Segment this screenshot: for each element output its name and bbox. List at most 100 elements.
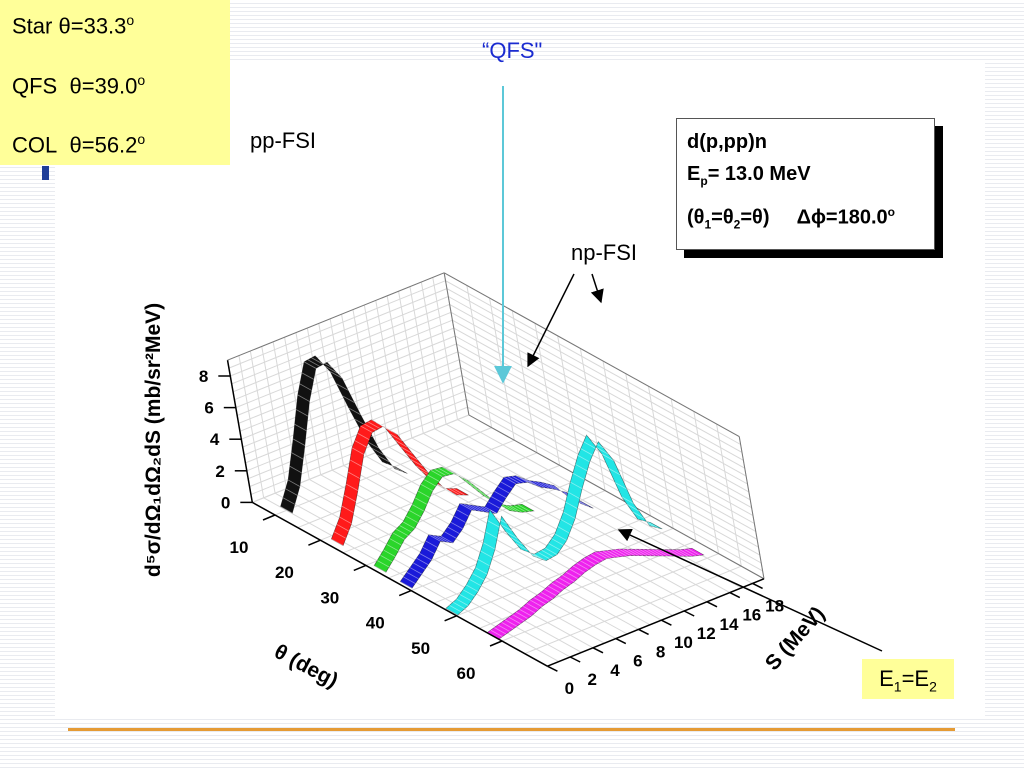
ribbon-segment <box>459 503 472 511</box>
s-tick-label: 18 <box>765 596 784 615</box>
ribbon-segment <box>675 549 688 557</box>
ribbon-segment <box>655 549 668 557</box>
ribbon-segment <box>347 471 361 479</box>
ribbon-segment <box>392 532 405 540</box>
ribbon-segment <box>442 466 455 475</box>
ribbon-segment <box>456 598 469 606</box>
ribbon-segment <box>341 505 354 514</box>
ribbon-segment <box>504 619 518 627</box>
grid-line <box>320 474 617 640</box>
s-axis-line <box>547 578 765 667</box>
ribbon-segment <box>683 548 696 557</box>
ribbon-segment <box>569 568 582 576</box>
ribbon-segment <box>469 484 482 492</box>
ribbon-segment <box>452 601 465 610</box>
grid-line <box>534 323 561 466</box>
ribbon-segment <box>517 504 530 512</box>
ribbon-segment <box>591 441 604 449</box>
ribbon-segment <box>477 559 491 567</box>
ribbon-segment <box>336 383 349 391</box>
ribbon-segment <box>475 567 488 575</box>
s-tick-mark <box>592 647 604 654</box>
grid-line <box>261 346 287 489</box>
ribbon-segment <box>494 490 507 499</box>
ribbon-segment <box>367 421 380 429</box>
grid-line <box>452 319 748 485</box>
ribbon-segment <box>406 571 419 580</box>
ribbon-segment <box>622 548 635 556</box>
ribbon-segment <box>428 534 441 542</box>
ribbon-segment <box>575 463 588 472</box>
ribbon-segment <box>601 453 615 462</box>
grid-line <box>411 437 708 603</box>
e1-e2-arrow <box>617 528 883 652</box>
ribbon-segment <box>549 484 563 492</box>
grid-line <box>511 310 538 453</box>
ribbon-segment <box>280 506 293 514</box>
ribbon-segment <box>587 555 600 563</box>
ribbon-segment <box>554 580 568 588</box>
ribbon-segment <box>591 553 604 561</box>
grid-line <box>235 319 453 409</box>
grid-line <box>450 311 747 477</box>
ribbon-segment <box>487 501 500 509</box>
ribbon-segment <box>373 565 387 573</box>
ribbon-segment <box>632 511 645 519</box>
ribbon-segment <box>659 549 672 557</box>
ribbon-segment <box>551 582 564 590</box>
grid-frame-edge <box>443 272 740 438</box>
ribbon-segment <box>572 565 585 573</box>
ribbon-segment <box>400 446 413 454</box>
reaction-info-box: d(p,pp)n Ep= 13.0 MeV (θ1=θ2=θ) Δϕ=180.0… <box>676 118 935 250</box>
ribbon-segment <box>508 616 521 625</box>
ribbon-segment <box>297 394 310 402</box>
ribbon-segment <box>285 488 298 496</box>
grid-line <box>249 350 276 494</box>
ribbon-segment <box>526 602 539 611</box>
ribbon-segment <box>342 395 355 403</box>
grid-line <box>246 382 464 472</box>
ribbon-segment <box>562 574 575 583</box>
ribbon-segment <box>295 409 309 417</box>
grid-line <box>239 343 457 432</box>
ribbon-segment <box>494 627 507 635</box>
grid-line <box>459 359 755 524</box>
ribbon-surface <box>399 475 594 589</box>
grid-line <box>354 460 651 626</box>
grid-frame-edge <box>443 272 470 416</box>
ribbon-segment <box>529 599 543 607</box>
ribbon-segment <box>505 531 518 539</box>
grid-line <box>365 477 583 566</box>
ribbon-segment <box>413 562 426 570</box>
ribbon-segment <box>621 496 634 504</box>
ribbon-segment <box>459 594 472 602</box>
ribbon-segment <box>533 480 546 489</box>
ribbon-segment <box>485 531 498 539</box>
ribbon-segment <box>405 515 419 524</box>
ribbon-segment <box>596 447 609 455</box>
ribbon-segment <box>558 577 571 585</box>
grid-line <box>467 406 763 572</box>
ribbon-segment <box>533 553 547 562</box>
theta-tick-mark <box>353 564 367 572</box>
s-tick-mark <box>729 591 741 599</box>
dphi-value: Δϕ=180.0 <box>796 206 888 229</box>
ribbon-segment <box>448 488 461 496</box>
grid-line <box>245 375 463 464</box>
ribbon-segment <box>537 481 550 489</box>
theta-tick-mark <box>262 514 276 521</box>
ribbon-segment <box>483 542 496 550</box>
ribbon-segment <box>383 549 396 557</box>
theta-tick-label: 60 <box>457 664 476 683</box>
theta-tick-label: 30 <box>320 588 339 607</box>
energy-subscript: 1 <box>893 678 902 695</box>
grid-line <box>398 291 424 434</box>
ribbon-segment <box>460 476 473 485</box>
grid-line <box>238 335 456 424</box>
ribbon-segment <box>427 474 440 482</box>
ribbon-segment <box>537 551 550 560</box>
s-tick-mark <box>638 628 649 636</box>
ribbon-surface <box>373 466 535 573</box>
ribbon-segment <box>544 588 557 597</box>
